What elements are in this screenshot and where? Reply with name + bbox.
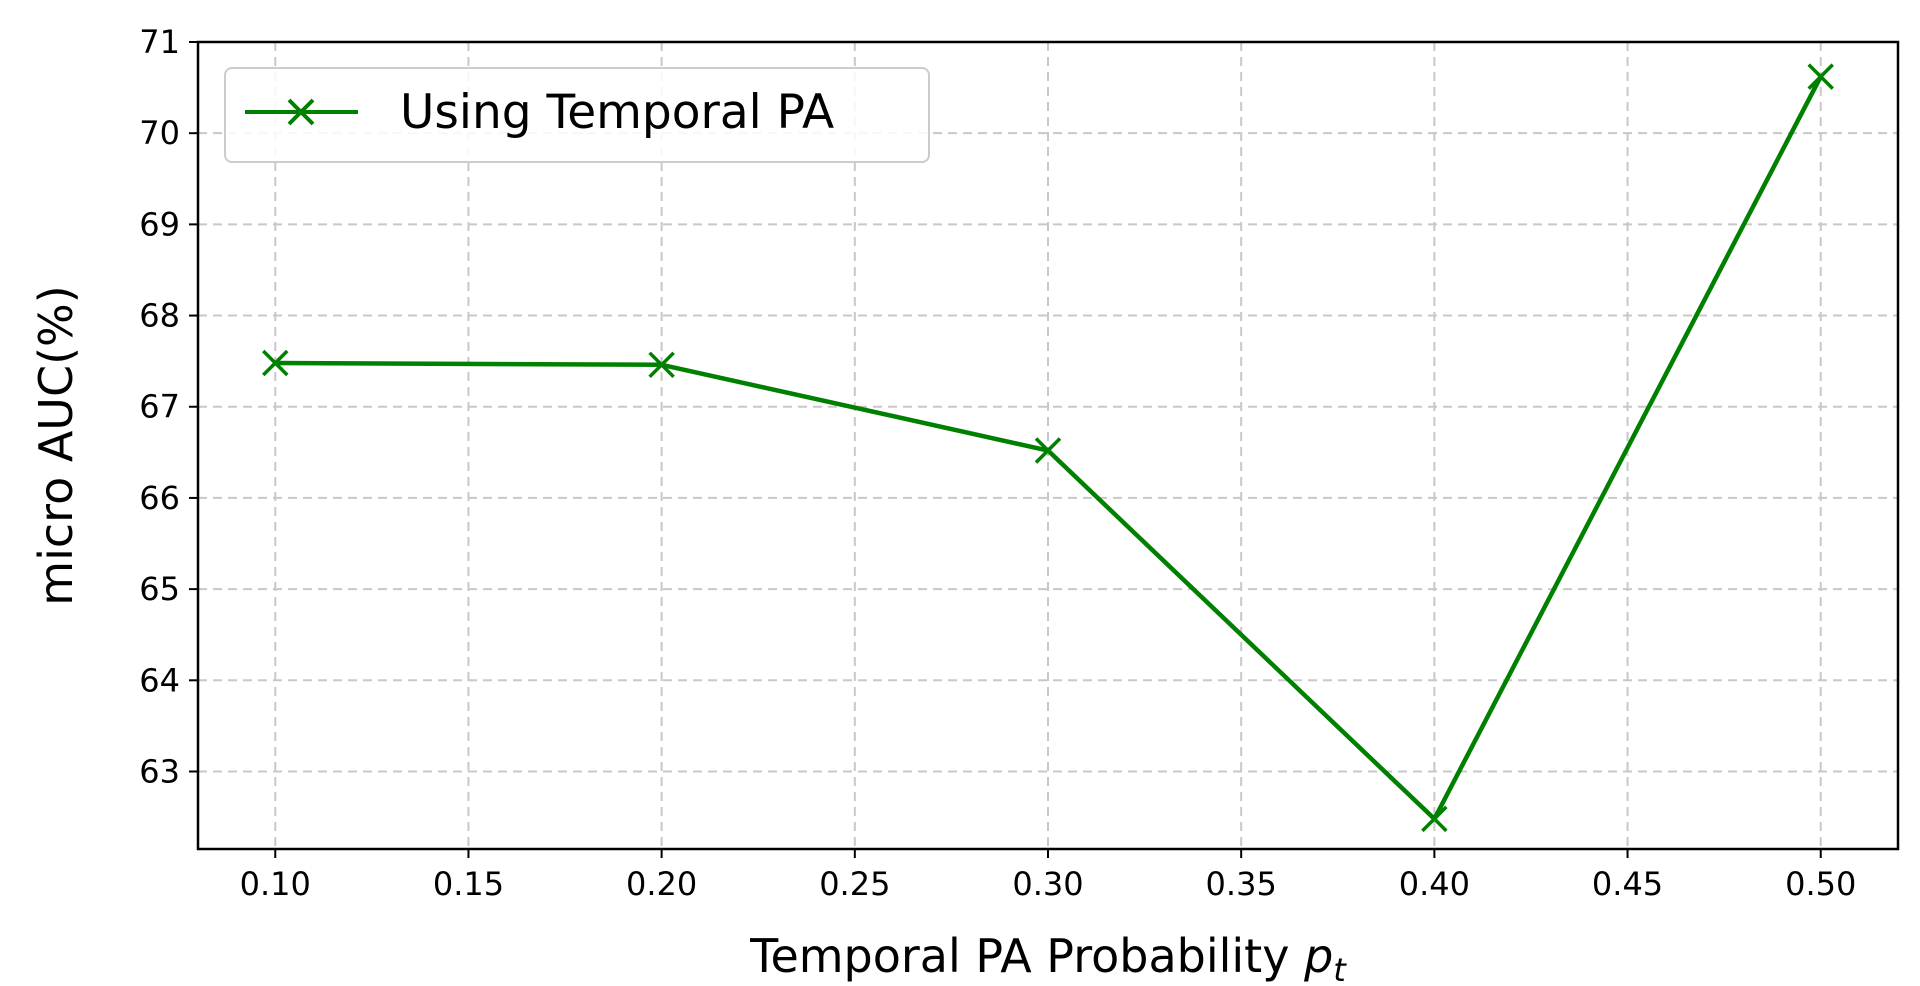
y-tick-label: 71: [139, 23, 180, 61]
y-tick-label: 66: [139, 479, 180, 517]
data-point-marker: [1807, 63, 1834, 90]
x-tick-label: 0.15: [433, 865, 504, 903]
x-tick-label: 0.45: [1592, 865, 1663, 903]
y-axis-ticks: 63 64 65 66 67 68 69 70 71: [139, 23, 198, 790]
x-axis-ticks: 0.10 0.15 0.20 0.25 0.30 0.35 0.40 0.45 0.50: [240, 849, 1856, 903]
x-axis-label-math: p: [1303, 929, 1333, 983]
x-tick-label: 0.50: [1785, 865, 1856, 903]
series-layer: [262, 63, 1834, 833]
y-axis-label: micro AUC(%): [29, 285, 83, 605]
y-tick-label: 70: [139, 114, 180, 152]
x-tick-label: 0.35: [1206, 865, 1277, 903]
y-tick-label: 68: [139, 297, 180, 335]
y-tick-label: 64: [139, 661, 180, 699]
x-tick-label: 0.10: [240, 865, 311, 903]
y-tick-label: 69: [139, 205, 180, 243]
legend: Using Temporal PA: [224, 67, 930, 163]
y-tick-label: 65: [139, 570, 180, 608]
y-tick-label: 67: [139, 388, 180, 426]
x-axis-label: Temporal PA Probability pt: [749, 929, 1347, 986]
grid-lines: [198, 41, 1898, 849]
x-tick-label: 0.25: [819, 865, 890, 903]
x-tick-label: 0.40: [1399, 865, 1470, 903]
data-point-marker: [262, 349, 289, 377]
data-point-marker: [1034, 437, 1062, 464]
x-tick-label: 0.20: [626, 865, 697, 903]
legend-label: Using Temporal PA: [400, 85, 834, 140]
data-point-marker: [1421, 805, 1448, 833]
y-tick-label: 63: [139, 752, 180, 790]
legend-marker: [287, 98, 315, 126]
x-tick-label: 0.30: [1012, 865, 1083, 903]
x-axis-label-math-sub: t: [1333, 951, 1347, 986]
legend-box: [224, 67, 930, 163]
data-point-marker: [648, 351, 675, 379]
